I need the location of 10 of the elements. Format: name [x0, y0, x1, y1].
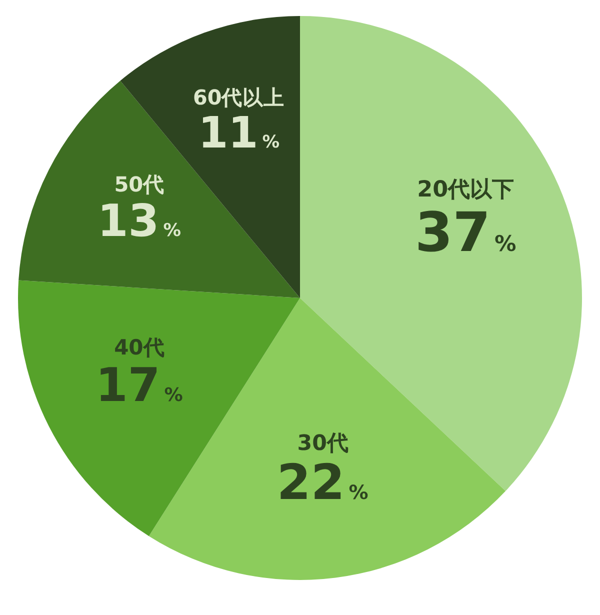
data-label: 11% — [198, 108, 280, 159]
data-label: 17% — [96, 358, 184, 412]
slice-label: 20代以下 — [417, 176, 514, 202]
slice-label: 50代 — [114, 172, 164, 197]
data-label: 13% — [97, 196, 182, 248]
data-label: 37% — [414, 200, 517, 264]
slice-label: 60代以上 — [192, 85, 285, 110]
data-label: 22% — [276, 455, 368, 511]
slice-label: 40代 — [114, 334, 164, 360]
slice-label: 30代 — [297, 431, 348, 456]
